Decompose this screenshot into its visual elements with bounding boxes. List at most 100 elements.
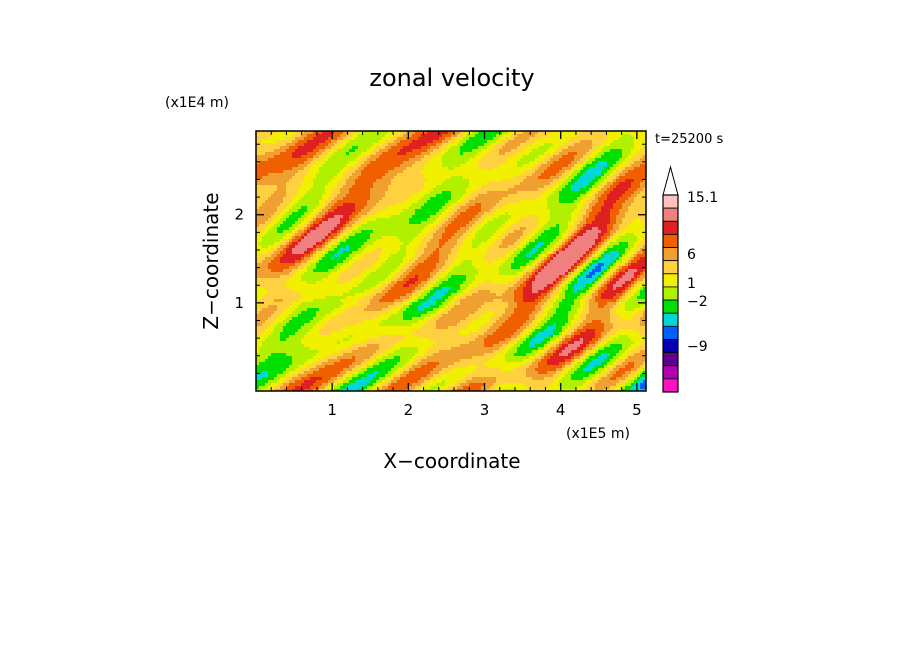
field-cell xyxy=(409,218,428,222)
colorbar-segment xyxy=(662,220,679,235)
field-cell xyxy=(355,149,368,153)
field-cell xyxy=(613,170,617,174)
field-cell xyxy=(379,155,416,159)
field-cell xyxy=(343,368,353,372)
field-cell xyxy=(619,329,635,333)
field-cell xyxy=(373,386,380,390)
field-cell xyxy=(610,209,620,213)
field-cell xyxy=(556,149,563,153)
field-cell xyxy=(592,221,611,225)
field-cell xyxy=(640,182,646,186)
field-cell xyxy=(586,158,590,162)
field-cell xyxy=(319,167,344,171)
field-cell xyxy=(343,146,353,150)
field-cell xyxy=(319,308,335,312)
field-cell xyxy=(616,302,620,306)
field-cell xyxy=(640,164,646,168)
field-cell xyxy=(616,383,623,387)
field-cell xyxy=(643,239,646,243)
field-cell xyxy=(415,236,425,240)
field-cell xyxy=(412,215,431,219)
colorbar-extend-triangle xyxy=(662,165,679,196)
field-cell xyxy=(352,146,359,150)
field-cell xyxy=(469,137,494,141)
field-cell xyxy=(487,248,515,252)
field-cell xyxy=(496,140,503,144)
field-cell xyxy=(472,293,497,297)
field-cell xyxy=(550,260,578,264)
field-cell xyxy=(637,371,641,375)
field-cell xyxy=(538,311,545,315)
field-cell xyxy=(331,134,341,138)
field-cell xyxy=(598,188,602,192)
field-cell xyxy=(601,182,605,186)
field-cell xyxy=(547,161,554,165)
field-cell xyxy=(418,284,425,288)
field-cell xyxy=(268,266,290,270)
field-cell xyxy=(319,332,332,336)
field-cell xyxy=(472,242,482,246)
field-cell xyxy=(502,242,515,246)
field-cell xyxy=(643,380,646,384)
field-cell xyxy=(637,260,646,264)
field-cell xyxy=(394,140,401,144)
field-cell xyxy=(337,341,341,345)
field-cell xyxy=(598,200,605,204)
field-cell xyxy=(307,359,320,363)
field-cell xyxy=(256,350,260,354)
field-cell xyxy=(322,377,332,381)
colorbar-segment xyxy=(662,286,679,301)
field-cell xyxy=(586,299,590,303)
field-cell xyxy=(592,347,596,351)
field-cell xyxy=(502,263,512,267)
field-cell xyxy=(445,227,461,231)
field-cell xyxy=(568,311,578,315)
field-cell xyxy=(286,233,293,237)
field-cell xyxy=(307,260,311,264)
field-cell xyxy=(514,332,521,336)
field-cell xyxy=(328,236,335,240)
field-cell xyxy=(322,131,335,135)
field-cell xyxy=(256,281,287,285)
field-cell xyxy=(631,260,638,264)
field-cell xyxy=(256,389,263,391)
field-cell xyxy=(481,158,509,162)
field-cell xyxy=(571,179,578,183)
field-cell xyxy=(562,341,569,345)
field-cell xyxy=(388,185,425,189)
field-cell xyxy=(574,314,581,318)
field-cell xyxy=(319,149,326,153)
field-cell xyxy=(343,224,347,228)
field-cell xyxy=(391,278,398,282)
field-cell xyxy=(370,266,380,270)
field-cell xyxy=(469,179,503,183)
field-cell xyxy=(307,170,320,174)
field-cell xyxy=(598,344,605,348)
field-cell xyxy=(535,305,542,309)
field-cell xyxy=(370,356,377,360)
x-tick-label: 3 xyxy=(480,401,490,419)
field-cell xyxy=(577,326,584,330)
field-cell xyxy=(319,143,329,147)
field-cell xyxy=(364,131,389,135)
field-cell xyxy=(475,233,494,237)
field-cell xyxy=(376,380,383,384)
field-cell xyxy=(640,149,646,153)
field-cell xyxy=(640,374,646,378)
field-cell xyxy=(610,329,620,333)
field-cell xyxy=(526,329,533,333)
field-cell xyxy=(394,365,404,369)
field-cell xyxy=(556,278,560,282)
field-cell xyxy=(256,269,272,273)
field-cell xyxy=(418,278,428,282)
field-cell xyxy=(361,251,371,255)
field-cell xyxy=(283,311,293,315)
field-cell xyxy=(301,260,308,264)
field-cell xyxy=(343,236,350,240)
field-cell xyxy=(301,239,323,243)
field-cell xyxy=(616,281,626,285)
field-cell xyxy=(544,356,551,360)
field-cell xyxy=(520,173,533,177)
field-cell xyxy=(307,308,320,312)
field-cell xyxy=(460,164,479,168)
